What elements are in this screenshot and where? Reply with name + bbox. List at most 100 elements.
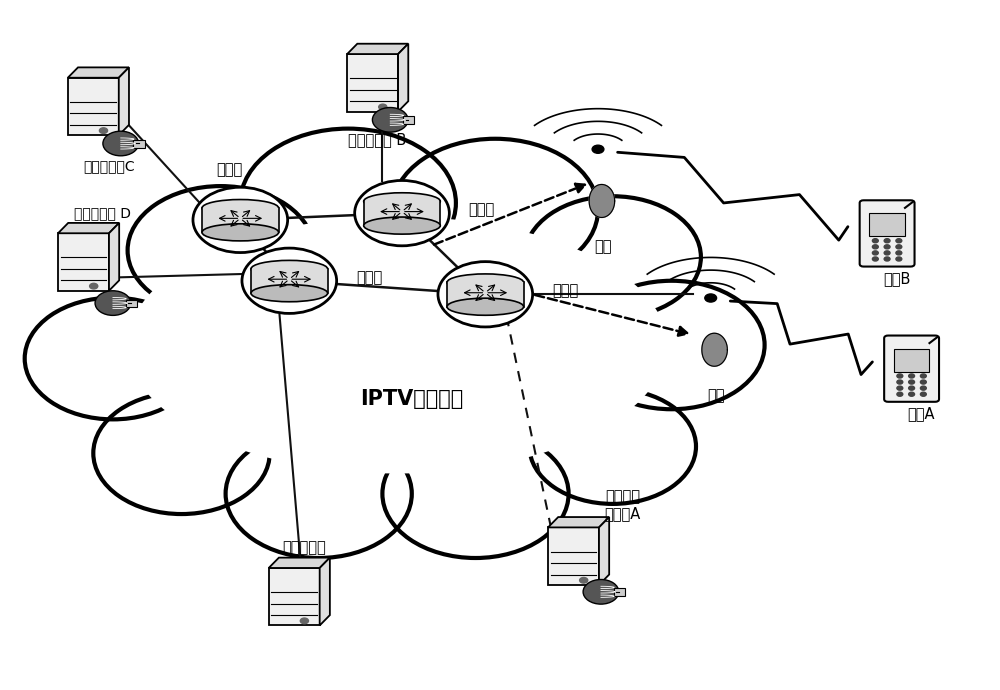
Circle shape xyxy=(438,262,533,327)
Circle shape xyxy=(920,386,926,390)
Ellipse shape xyxy=(113,203,681,487)
Circle shape xyxy=(896,239,902,243)
Text: 路由器: 路由器 xyxy=(552,284,578,298)
Bar xyxy=(133,140,145,148)
Polygon shape xyxy=(548,517,609,527)
Text: 默认媒体: 默认媒体 xyxy=(605,490,640,504)
FancyBboxPatch shape xyxy=(884,335,939,402)
Text: 代理服务器: 代理服务器 xyxy=(282,540,326,555)
Text: 路由器: 路由器 xyxy=(469,202,495,217)
Bar xyxy=(548,527,599,585)
Circle shape xyxy=(240,128,456,277)
Bar xyxy=(269,568,320,625)
Text: 媒体服务器 D: 媒体服务器 D xyxy=(74,206,131,220)
Circle shape xyxy=(529,389,696,504)
Bar xyxy=(447,282,524,307)
Circle shape xyxy=(884,257,890,261)
Circle shape xyxy=(920,392,926,396)
Circle shape xyxy=(90,284,98,289)
Ellipse shape xyxy=(447,298,524,315)
Bar xyxy=(58,233,109,290)
Circle shape xyxy=(897,392,903,396)
Bar xyxy=(347,54,398,112)
Circle shape xyxy=(872,257,878,261)
Circle shape xyxy=(193,187,288,253)
Text: IPTV业务平台: IPTV业务平台 xyxy=(360,389,463,409)
Polygon shape xyxy=(347,43,408,54)
Polygon shape xyxy=(702,333,727,366)
Circle shape xyxy=(705,294,717,302)
Circle shape xyxy=(920,374,926,378)
Bar xyxy=(894,348,929,372)
Circle shape xyxy=(382,429,569,558)
Polygon shape xyxy=(599,517,609,585)
Circle shape xyxy=(897,374,903,378)
Circle shape xyxy=(896,251,902,255)
Circle shape xyxy=(909,380,915,384)
Circle shape xyxy=(355,181,449,246)
Circle shape xyxy=(920,380,926,384)
Circle shape xyxy=(884,245,890,249)
Polygon shape xyxy=(68,68,129,78)
Circle shape xyxy=(897,380,903,384)
Circle shape xyxy=(226,429,412,558)
Circle shape xyxy=(99,128,108,133)
Bar xyxy=(614,589,625,596)
Circle shape xyxy=(884,239,890,243)
Circle shape xyxy=(897,386,903,390)
Circle shape xyxy=(300,618,308,624)
Circle shape xyxy=(578,281,765,409)
Bar xyxy=(202,208,279,233)
Circle shape xyxy=(524,196,701,318)
Circle shape xyxy=(583,580,619,604)
Text: 基站: 基站 xyxy=(594,239,612,255)
Circle shape xyxy=(128,186,314,315)
Circle shape xyxy=(909,386,915,390)
Circle shape xyxy=(372,108,408,132)
Bar xyxy=(68,78,119,135)
Text: 基站: 基站 xyxy=(707,388,724,403)
Text: 路由器: 路由器 xyxy=(356,270,382,285)
Polygon shape xyxy=(398,43,408,112)
Bar xyxy=(126,299,137,308)
Circle shape xyxy=(392,139,598,281)
Polygon shape xyxy=(589,184,615,217)
Circle shape xyxy=(93,393,270,514)
Ellipse shape xyxy=(447,274,524,291)
Ellipse shape xyxy=(128,217,667,473)
Circle shape xyxy=(872,239,878,243)
Bar xyxy=(364,201,440,226)
Ellipse shape xyxy=(364,217,440,234)
Bar xyxy=(251,269,328,293)
Circle shape xyxy=(896,257,902,261)
Circle shape xyxy=(884,251,890,255)
Circle shape xyxy=(379,104,387,110)
Circle shape xyxy=(25,297,201,420)
Polygon shape xyxy=(320,558,330,625)
Circle shape xyxy=(103,131,139,156)
Circle shape xyxy=(872,245,878,249)
Circle shape xyxy=(909,374,915,378)
Polygon shape xyxy=(119,68,129,135)
Ellipse shape xyxy=(251,285,328,302)
Bar xyxy=(869,213,905,237)
Polygon shape xyxy=(58,223,119,233)
Text: 服务器A: 服务器A xyxy=(604,506,641,522)
Circle shape xyxy=(242,248,337,313)
Text: 手机A: 手机A xyxy=(908,406,935,422)
Bar xyxy=(403,117,414,124)
Circle shape xyxy=(95,290,131,315)
Circle shape xyxy=(872,251,878,255)
Circle shape xyxy=(592,145,604,153)
Text: 路由器: 路由器 xyxy=(216,161,242,177)
Circle shape xyxy=(896,245,902,249)
Polygon shape xyxy=(109,223,119,290)
Ellipse shape xyxy=(202,199,279,217)
Ellipse shape xyxy=(251,260,328,277)
Text: 媒体服务器 B: 媒体服务器 B xyxy=(348,132,407,148)
Text: 手机B: 手机B xyxy=(883,271,911,286)
Text: 媒体服务器C: 媒体服务器C xyxy=(84,159,135,172)
Polygon shape xyxy=(269,558,330,568)
FancyBboxPatch shape xyxy=(860,200,915,266)
Ellipse shape xyxy=(364,193,440,210)
